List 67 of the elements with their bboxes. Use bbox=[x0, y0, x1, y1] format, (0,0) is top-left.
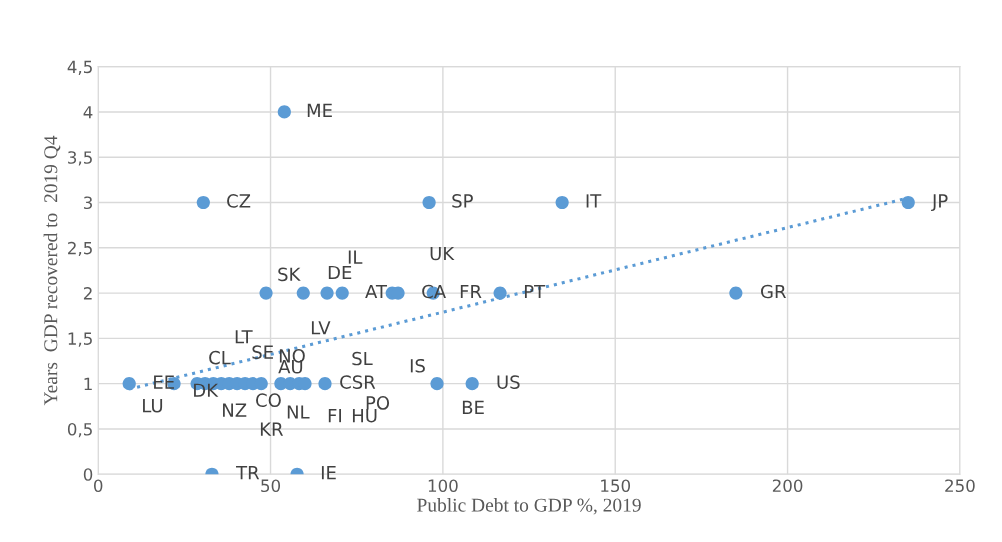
annotation: NL bbox=[287, 405, 310, 419]
annotation: DE bbox=[328, 265, 352, 280]
y-tick-label: 4,5 bbox=[67, 60, 92, 75]
annotation: KR bbox=[260, 422, 284, 436]
annotation: NZ bbox=[223, 403, 247, 417]
annotation: CSR bbox=[340, 375, 376, 389]
y-tick-label: 0 bbox=[83, 468, 93, 481]
point bbox=[122, 377, 136, 391]
y-tick-label: 4 bbox=[83, 106, 93, 119]
annotation: HU bbox=[352, 409, 377, 423]
annotation: IS bbox=[410, 358, 425, 373]
x-tick-label: 0 bbox=[93, 479, 103, 493]
point bbox=[196, 195, 210, 210]
x-tick-label: 100 bbox=[428, 479, 458, 493]
annotation: IL bbox=[348, 250, 363, 264]
annotation: US bbox=[497, 375, 520, 389]
annotation: GR bbox=[761, 284, 787, 299]
annotation: FR bbox=[460, 284, 482, 299]
annotation: AT bbox=[365, 284, 388, 299]
annotation: SL bbox=[352, 351, 373, 366]
x-axis-title: Public Debt to GDP %, 2019 bbox=[417, 498, 641, 515]
y-tick-label: 1 bbox=[84, 377, 92, 391]
y-tick-label: 3,5 bbox=[68, 151, 92, 166]
x-tick-label: 250 bbox=[945, 479, 975, 493]
point bbox=[901, 195, 915, 210]
annotation: LT bbox=[235, 330, 253, 344]
annotation: CA bbox=[422, 284, 446, 299]
annotation: SK bbox=[278, 267, 301, 282]
point bbox=[555, 195, 569, 210]
annotation: PO bbox=[366, 396, 390, 410]
point bbox=[335, 286, 349, 300]
y-tick-label: 2 bbox=[83, 287, 92, 300]
y-tick-label: 0,5 bbox=[67, 422, 92, 438]
annotation: JP bbox=[931, 194, 948, 212]
point bbox=[320, 286, 334, 300]
point bbox=[254, 377, 268, 391]
point bbox=[465, 377, 479, 391]
point bbox=[422, 195, 436, 210]
point bbox=[493, 286, 507, 300]
point bbox=[430, 377, 444, 391]
y-axis-title: Years GDP recovered to 2019 Q4 bbox=[43, 135, 61, 406]
point bbox=[296, 286, 310, 300]
point bbox=[729, 286, 743, 300]
annotation: LU bbox=[143, 399, 163, 413]
annotation: CO bbox=[256, 393, 281, 408]
annotation: UK bbox=[430, 246, 455, 261]
annotation: TR bbox=[236, 466, 260, 480]
annotation: CZ bbox=[227, 194, 251, 208]
annotation: IE bbox=[321, 466, 336, 480]
y-tick-label: 1,5 bbox=[68, 332, 92, 347]
annotation: CL bbox=[209, 350, 231, 365]
x-tick-label: 150 bbox=[601, 479, 631, 493]
annotation: SP bbox=[452, 194, 473, 208]
annotation: ME bbox=[307, 103, 332, 117]
y-tick-label: 3 bbox=[84, 196, 92, 210]
point bbox=[259, 286, 273, 300]
x-tick-label: 50 bbox=[261, 479, 281, 493]
x-tick-label: 200 bbox=[772, 479, 803, 493]
annotation: PT bbox=[524, 284, 546, 299]
annotation: BE bbox=[462, 400, 484, 415]
annotation: SE bbox=[252, 345, 273, 360]
annotation: LV bbox=[311, 321, 331, 335]
annotation: IT bbox=[586, 194, 602, 208]
annotation: FI bbox=[328, 409, 342, 423]
y-tick-label: 2,5 bbox=[68, 241, 92, 257]
point bbox=[318, 377, 332, 391]
point bbox=[277, 105, 291, 119]
